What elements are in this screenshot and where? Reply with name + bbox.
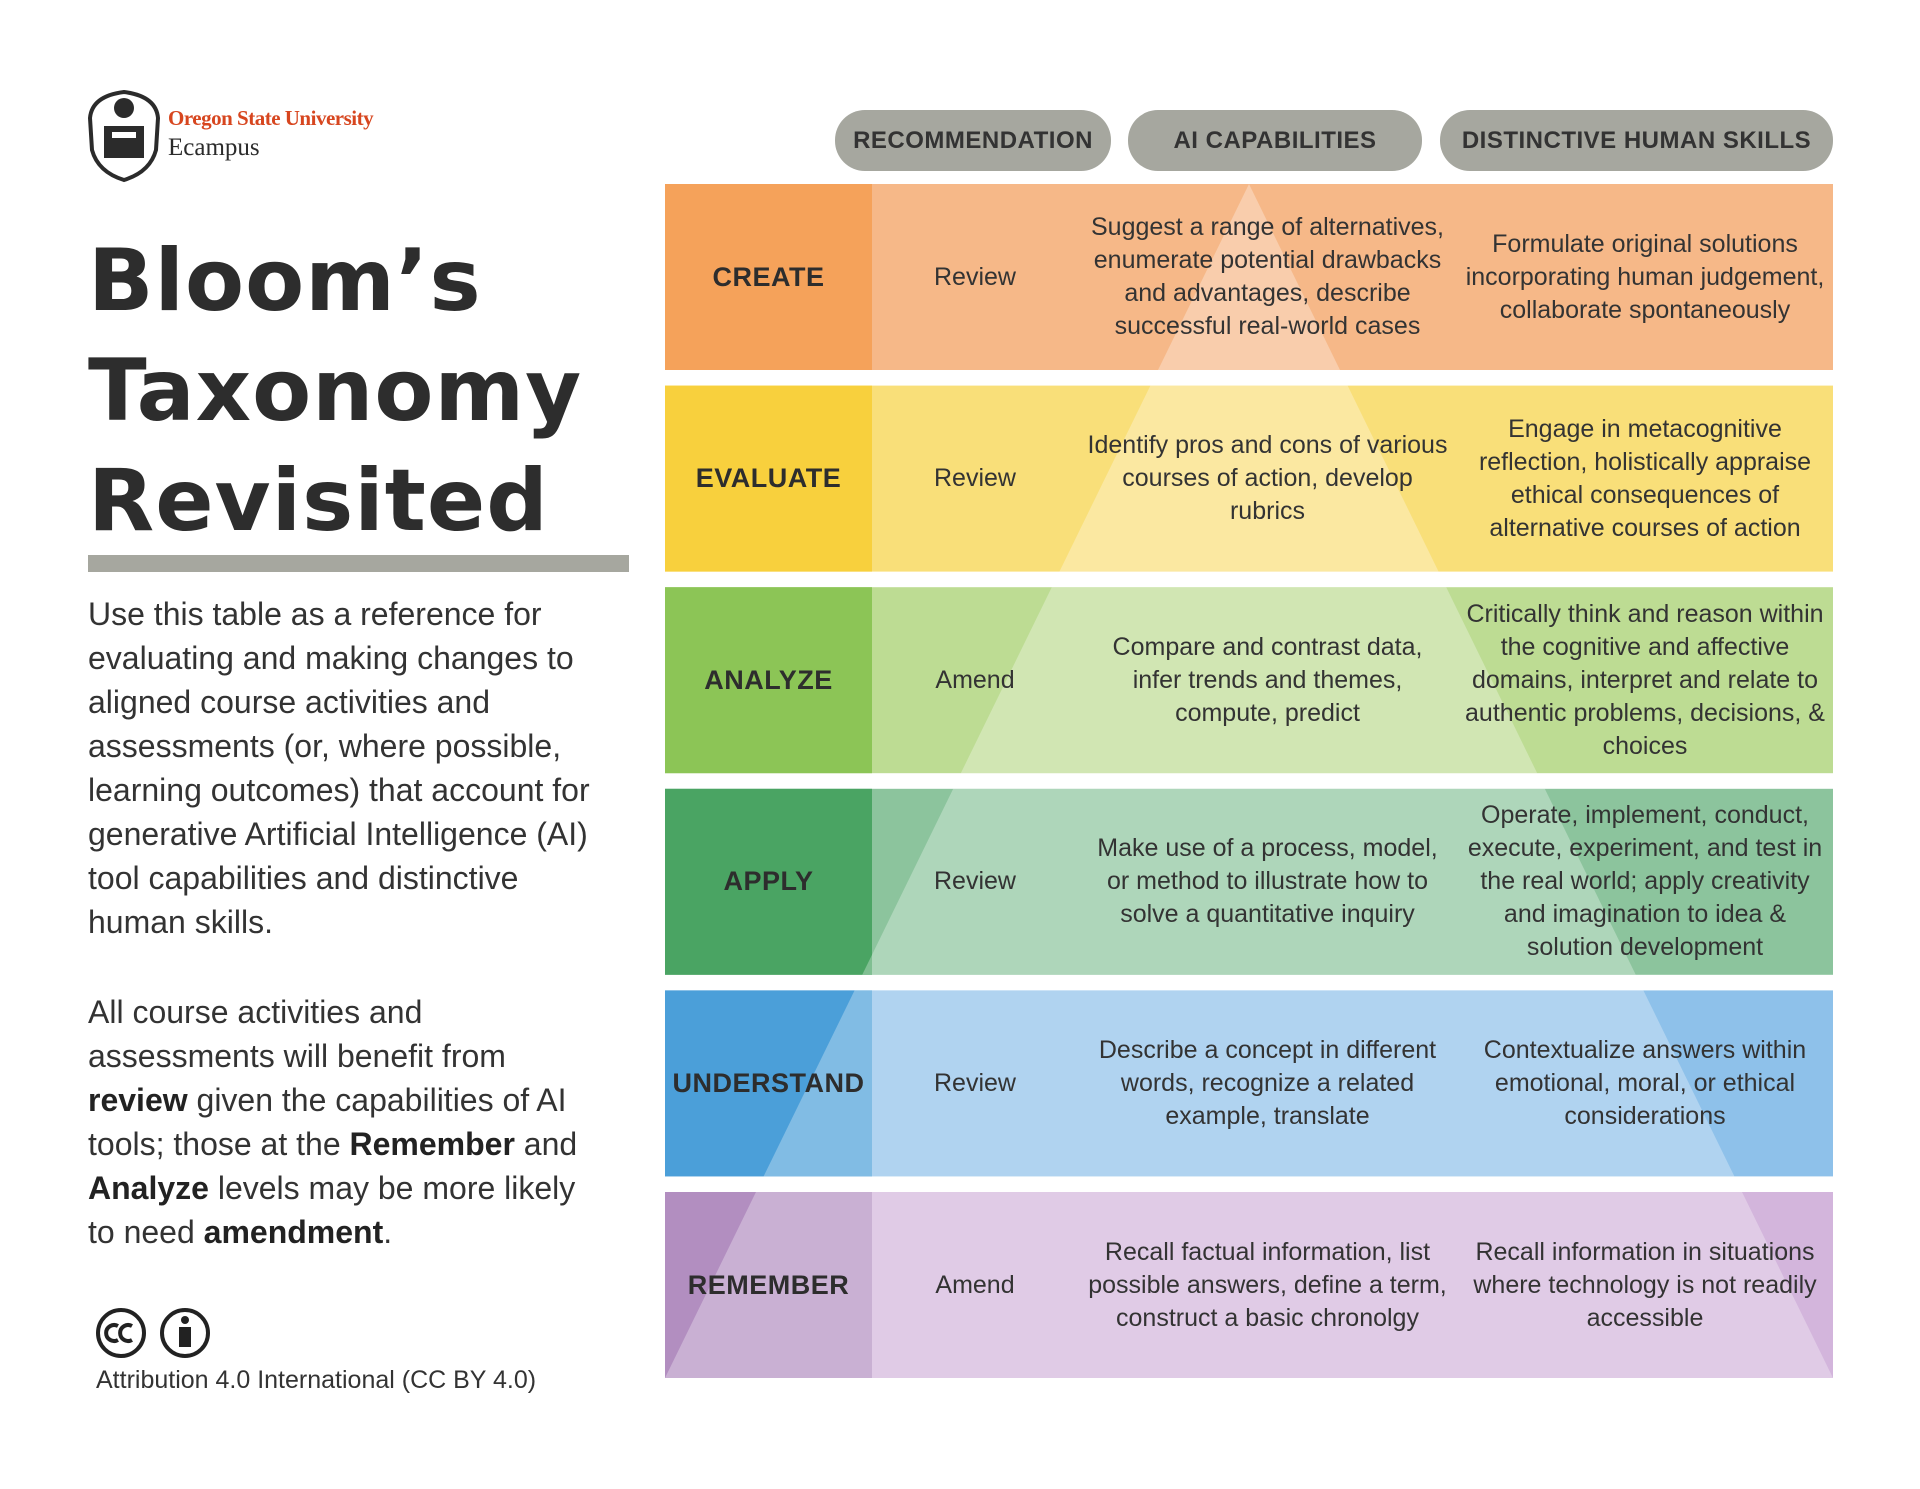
intro: Use this table as a reference for evalua… — [88, 596, 590, 940]
recommendation: Amend — [935, 665, 1015, 694]
column-header: DISTINCTIVE HUMAN SKILLS — [1440, 110, 1833, 171]
ai-capabilities: Compare and contrast data, infer trends … — [1112, 632, 1423, 727]
note-segment: Analyze — [88, 1170, 209, 1206]
human-skills: Recall information in situations where t… — [1473, 1237, 1817, 1332]
level-cell — [665, 184, 872, 370]
level-label: REMEMBER — [687, 1269, 850, 1300]
note: All course activities and assessments wi… — [88, 990, 608, 1254]
title-rule — [88, 555, 629, 572]
level-label: ANALYZE — [704, 664, 833, 695]
cc-icons — [96, 1308, 210, 1358]
note-segment: given the capabilities of AI tools; thos… — [88, 1082, 567, 1162]
level-cell — [665, 587, 872, 774]
note-segment: . — [383, 1214, 393, 1250]
recommendation: Review — [934, 464, 1016, 493]
note-segment: amendment — [203, 1214, 384, 1250]
level-cell — [665, 1192, 872, 1378]
title: Bloom’s Taxonomy Revisited — [88, 231, 583, 551]
level-label: EVALUATE — [695, 463, 842, 494]
license: Attribution 4.0 International (CC BY 4.0… — [96, 1366, 537, 1394]
recommendation: Review — [934, 262, 1016, 291]
recommendation: Review — [934, 867, 1016, 896]
column-header: RECOMMENDATION — [835, 110, 1111, 171]
note-segment: levels may be more likely to need — [88, 1170, 576, 1250]
note-segment: review — [88, 1082, 188, 1118]
level-cell — [665, 990, 872, 1177]
ai-capabilities: Suggest a range of alternatives, enumera… — [1090, 213, 1444, 340]
ai-capabilities: Make use of a process, model, or method … — [1097, 834, 1438, 929]
level-label: CREATE — [712, 261, 825, 292]
level-label: APPLY — [723, 866, 814, 897]
level-label: UNDERSTAND — [672, 1067, 865, 1098]
note-segment: All course activities and assessments wi… — [88, 994, 506, 1074]
recommendation: Review — [934, 1068, 1016, 1097]
note-segment: and — [514, 1126, 578, 1162]
level-cell — [665, 385, 872, 572]
ai-capabilities: Recall factual information, list possibl… — [1088, 1237, 1447, 1332]
logo — [87, 89, 161, 183]
human-skills: Engage in metacognitive reflection, holi… — [1478, 414, 1812, 542]
human-skills: Contextualize answers within emotional, … — [1483, 1035, 1807, 1130]
ai-capabilities: Describe a concept in different words, r… — [1098, 1035, 1437, 1130]
logo-university: Oregon State University — [168, 106, 374, 130]
logo-unit: Ecampus — [168, 134, 260, 161]
level-cell — [665, 788, 872, 975]
recommendation: Amend — [935, 1270, 1015, 1299]
human-skills: Formulate original solutions incorporati… — [1465, 229, 1825, 324]
column-header: AI CAPABILITIES — [1128, 110, 1422, 171]
note-segment: Remember — [349, 1126, 515, 1162]
human-skills: Operate, implement, conduct, execute, ex… — [1467, 801, 1823, 962]
human-skills: Critically think and reason within the c… — [1465, 599, 1825, 760]
ai-capabilities: Identify pros and cons of various course… — [1087, 431, 1448, 526]
